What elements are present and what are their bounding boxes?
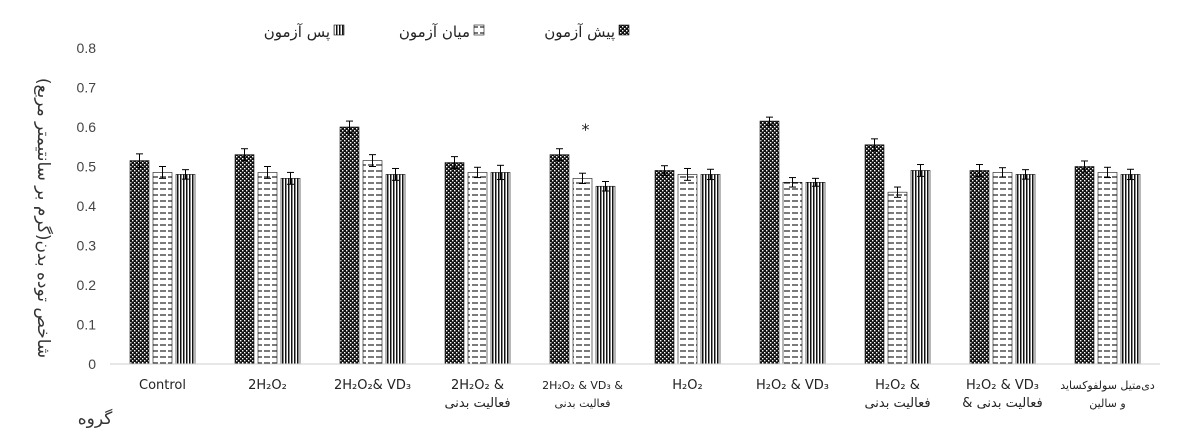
bar-vlines xyxy=(1120,174,1141,365)
bar-dashes xyxy=(887,191,908,365)
bar-vlines xyxy=(490,172,511,365)
bar-dashes xyxy=(677,174,698,365)
legend-swatch xyxy=(333,24,345,36)
bar-vlines xyxy=(1015,174,1036,365)
bar-dashes xyxy=(362,160,383,365)
y-axis-label: شاخص توده بدن(گرم بر سانتیمتر مربع) xyxy=(33,78,54,358)
bar-vlines xyxy=(385,174,406,365)
bar-vlines xyxy=(595,185,616,365)
bar-dots xyxy=(129,160,150,365)
bars: * xyxy=(129,116,1141,365)
x-axis-label: گروه xyxy=(78,408,113,429)
bar-vlines xyxy=(280,178,301,365)
category-label: H₂O₂ & xyxy=(875,378,920,393)
y-tick-label: 0.5 xyxy=(77,159,97,175)
y-tick-label: 0.1 xyxy=(77,317,97,333)
bar-dots xyxy=(1074,166,1095,365)
y-tick-label: 0 xyxy=(88,356,96,372)
y-tick-label: 0.2 xyxy=(77,277,97,293)
bar-vlines xyxy=(175,174,196,365)
bar-dots xyxy=(444,162,465,365)
bar-dashes xyxy=(572,178,593,365)
bar-dashes xyxy=(782,182,803,365)
significance-marker: * xyxy=(582,120,590,139)
y-axis: 0 0.1 0.2 0.3 0.4 0.5 0.6 0.7 0.8 xyxy=(77,40,97,372)
category-label: 2H₂O₂& VD₃ xyxy=(334,378,411,393)
bar-dots xyxy=(339,126,360,365)
bar-dots xyxy=(864,144,885,365)
bar-dashes xyxy=(152,172,173,365)
bar-vlines xyxy=(700,174,721,365)
bar-dots xyxy=(969,170,990,365)
category-label: 2H₂O₂ & xyxy=(451,378,504,393)
category-label: 2H₂O₂ & VD₃ & xyxy=(542,379,623,392)
legend-swatch xyxy=(618,24,630,36)
legend: پیش آزمون میان آزمون پس آزمون xyxy=(264,23,630,42)
y-tick-label: 0.6 xyxy=(77,119,97,135)
category-label: H₂O₂ & VD₃ xyxy=(756,378,829,393)
bar-vlines xyxy=(805,182,826,365)
category-label: دی‌متیل سولفوکساید xyxy=(1060,379,1155,392)
category-label: Control xyxy=(139,378,186,393)
y-tick-label: 0.3 xyxy=(77,238,97,254)
y-tick-label: 0.7 xyxy=(77,80,97,96)
legend-label: پس آزمون xyxy=(264,23,330,42)
bar-dots xyxy=(549,154,570,365)
bar-dashes xyxy=(992,172,1013,365)
category-label: H₂O₂ & VD₃ xyxy=(966,378,1039,393)
legend-label: پیش آزمون xyxy=(544,23,615,42)
y-tick-label: 0.4 xyxy=(77,198,97,214)
category-label: فعالیت بدنی xyxy=(555,397,611,410)
legend-swatch xyxy=(473,24,485,36)
bar-dots xyxy=(654,170,675,365)
bar-dashes xyxy=(467,172,488,365)
bar-dashes xyxy=(1097,172,1118,365)
category-label: و سالین xyxy=(1089,397,1125,410)
y-tick-label: 0.8 xyxy=(77,40,97,56)
bar-dots xyxy=(234,154,255,365)
bar-dashes xyxy=(257,172,278,365)
bar-dots xyxy=(759,120,780,365)
category-label: فعالیت بدنی xyxy=(444,396,510,411)
category-label: 2H₂O₂ xyxy=(248,378,287,393)
category-label: فعالیت بدنی xyxy=(864,396,930,411)
bar-vlines xyxy=(910,170,931,365)
legend-label: میان آزمون xyxy=(399,23,470,41)
category-label: H₂O₂ xyxy=(672,378,702,393)
x-axis: Control 2H₂O₂ 2H₂O₂& VD₃ 2H₂O₂ & فعالیت بدنی… xyxy=(110,363,1160,411)
category-label: & فعالیت بدنی xyxy=(962,396,1042,411)
